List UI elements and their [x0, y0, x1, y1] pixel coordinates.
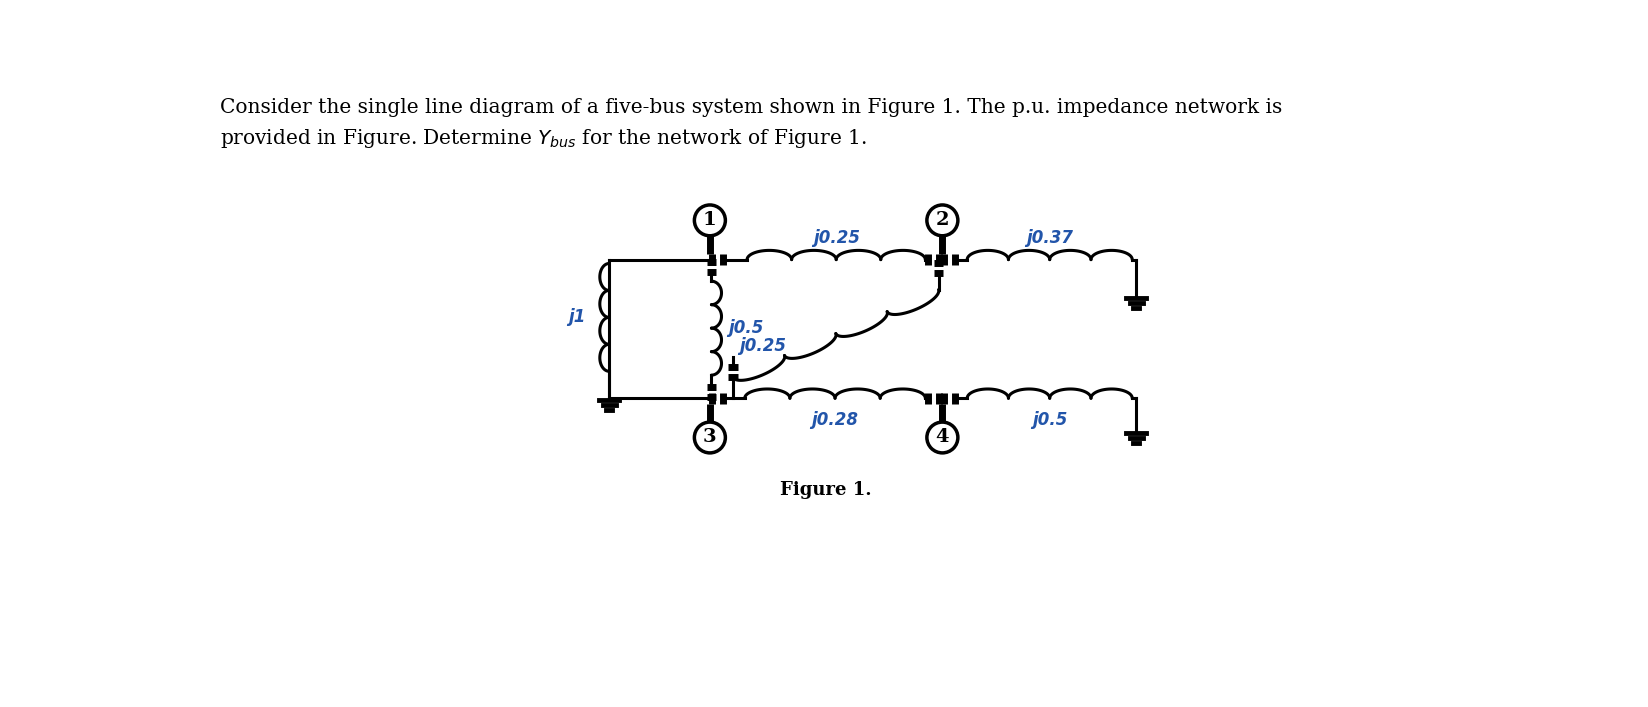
Text: 3: 3 [702, 428, 717, 447]
Text: provided in Figure. Determine $Y_{bus}$ for the network of Figure 1.: provided in Figure. Determine $Y_{bus}$ … [219, 127, 867, 150]
Circle shape [694, 422, 725, 453]
Text: j1: j1 [569, 308, 585, 327]
Text: j0.28: j0.28 [811, 411, 859, 429]
Text: 2: 2 [934, 211, 949, 229]
Text: j0.25: j0.25 [812, 229, 859, 247]
Text: 4: 4 [934, 428, 949, 447]
Text: j0.25: j0.25 [738, 337, 786, 356]
Text: j0.37: j0.37 [1025, 229, 1073, 247]
Circle shape [926, 422, 957, 453]
Text: j0.5: j0.5 [728, 319, 763, 337]
Circle shape [694, 205, 725, 235]
Text: 1: 1 [702, 211, 717, 229]
Circle shape [926, 205, 957, 235]
Text: j0.5: j0.5 [1032, 411, 1066, 429]
Text: Figure 1.: Figure 1. [780, 481, 872, 498]
Text: Consider the single line diagram of a five-bus system shown in Figure 1. The p.u: Consider the single line diagram of a fi… [219, 98, 1282, 117]
